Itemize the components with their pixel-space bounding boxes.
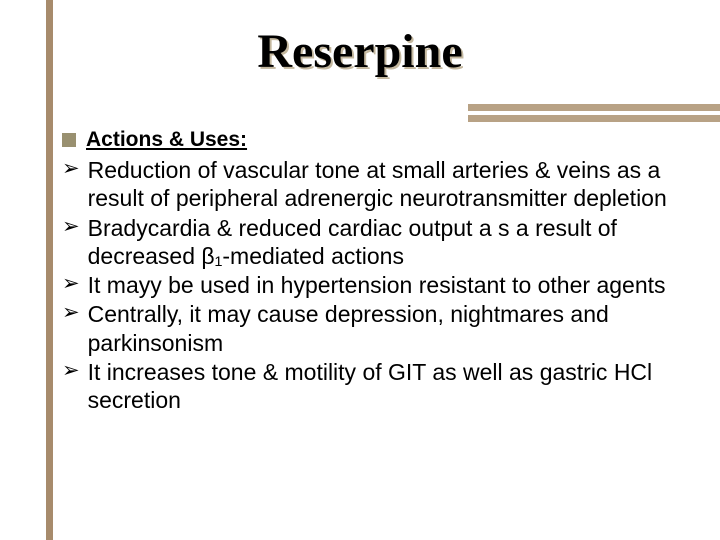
list-item-text: Centrally, it may cause depression, nigh… (88, 300, 710, 357)
list-item-text: It mayy be used in hypertension resistan… (88, 271, 666, 299)
chevron-bullet-icon: ➢ (62, 156, 80, 182)
chevron-bullet-icon: ➢ (62, 300, 80, 326)
list-item: ➢ It mayy be used in hypertension resist… (62, 271, 710, 299)
list-item: ➢ Reduction of vascular tone at small ar… (62, 156, 710, 213)
horizontal-accent-bar-top (468, 104, 720, 111)
list-item-text: Reduction of vascular tone at small arte… (88, 156, 710, 213)
slide-title: Reserpine (0, 24, 720, 79)
vertical-accent-bar (46, 0, 53, 540)
content-area: Actions & Uses: ➢ Reduction of vascular … (62, 128, 710, 416)
chevron-bullet-icon: ➢ (62, 214, 80, 240)
chevron-bullet-icon: ➢ (62, 271, 80, 297)
section-heading: Actions & Uses: (86, 128, 247, 152)
list-item-text: Bradycardia & reduced cardiac output a s… (88, 214, 710, 271)
list-item-text: It increases tone & motility of GIT as w… (88, 358, 710, 415)
chevron-bullet-icon: ➢ (62, 358, 80, 384)
list-item: ➢ Centrally, it may cause depression, ni… (62, 300, 710, 357)
list-item: ➢ It increases tone & motility of GIT as… (62, 358, 710, 415)
heading-row: Actions & Uses: (62, 128, 710, 152)
horizontal-accent-bar-bottom (468, 115, 720, 122)
square-bullet-icon (62, 133, 76, 147)
list-item: ➢ Bradycardia & reduced cardiac output a… (62, 214, 710, 271)
